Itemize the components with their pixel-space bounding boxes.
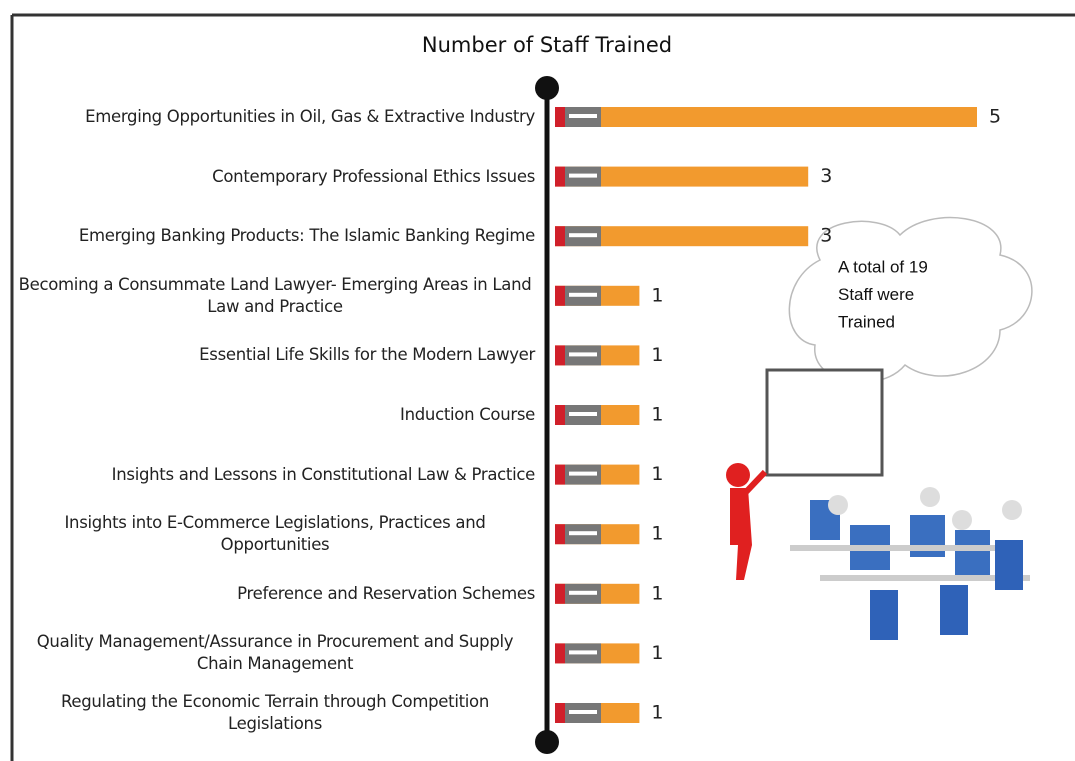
bar-tip	[555, 107, 565, 127]
category-label-box: Contemporary Professional Ethics Issues	[15, 166, 535, 188]
category-label: Quality Management/Assurance in Procurem…	[36, 632, 514, 674]
category-label-box: Regulating the Economic Terrain through …	[15, 691, 535, 735]
category-label-box: Emerging Banking Products: The Islamic B…	[15, 225, 535, 247]
bar-tip	[555, 226, 565, 247]
category-label-box: Quality Management/Assurance in Procurem…	[15, 631, 535, 675]
bar-tip	[555, 345, 565, 366]
category-label: Emerging Banking Products: The Islamic B…	[78, 226, 535, 246]
data-label: 3	[820, 225, 832, 247]
category-label: Becoming a Consummate Land Lawyer- Emerg…	[18, 274, 532, 316]
bar-band-stripe	[569, 173, 597, 178]
chart-title: Number of Staff Trained	[422, 33, 672, 57]
category-label-box: Preference and Reservation Schemes	[15, 583, 535, 605]
bar-band-stripe	[569, 412, 597, 416]
category-label: Preference and Reservation Schemes	[237, 583, 535, 603]
annotation: Staff were	[838, 285, 914, 304]
category-label-box: Becoming a Consummate Land Lawyer- Emerg…	[15, 274, 535, 318]
category-label: Emerging Opportunities in Oil, Gas & Ext…	[85, 107, 535, 126]
data-label: 1	[651, 642, 663, 664]
category-label-box: Essential Life Skills for the Modern Law…	[15, 344, 535, 366]
category-label-box: Emerging Opportunities in Oil, Gas & Ext…	[15, 106, 535, 128]
bar-tip	[555, 166, 565, 187]
data-label: 1	[651, 404, 663, 426]
data-label: 1	[651, 463, 663, 485]
category-label-box: Insights and Lessons in Constitutional L…	[15, 464, 536, 486]
category-label: Essential Life Skills for the Modern Law…	[199, 345, 535, 365]
bar-band-stripe	[569, 233, 597, 238]
bar-tip	[555, 285, 565, 306]
bar-band-stripe	[569, 352, 597, 357]
data-label: 1	[651, 523, 663, 545]
annotation: A total of 19	[838, 257, 928, 276]
category-label: Insights and Lessons in Constitutional L…	[111, 464, 536, 484]
data-label: 1	[651, 344, 663, 366]
classroom-illustration	[726, 368, 1030, 640]
bar-tip	[555, 703, 565, 723]
axis-cap	[535, 76, 559, 100]
bar-tip	[555, 583, 565, 604]
annotation: Trained	[838, 312, 895, 331]
bar-band-stripe	[569, 471, 597, 476]
bar-tip	[555, 464, 565, 485]
bar	[555, 226, 809, 247]
data-label: 1	[651, 702, 663, 724]
bar	[555, 166, 809, 187]
data-label: 1	[651, 582, 663, 604]
bar-tip	[555, 524, 565, 545]
data-label: 1	[651, 284, 663, 306]
bar-band-stripe	[569, 710, 597, 714]
bar-tip	[555, 643, 565, 664]
category-label: Induction Course	[400, 405, 535, 424]
bar-band-stripe	[569, 650, 597, 655]
data-label: 3	[820, 165, 832, 187]
data-label: 5	[989, 106, 1001, 128]
bar	[555, 107, 977, 127]
category-label-box: Induction Course	[15, 404, 535, 426]
category-label: Insights into E-Commerce Legislations, P…	[64, 513, 486, 555]
bar-band-stripe	[569, 531, 597, 536]
category-label: Regulating the Economic Terrain through …	[60, 692, 490, 733]
category-label-box: Insights into E-Commerce Legislations, P…	[15, 512, 535, 556]
bar-band-stripe	[569, 114, 597, 118]
bar-tip	[555, 405, 565, 425]
category-label: Contemporary Professional Ethics Issues	[212, 166, 535, 186]
bar-band-stripe	[569, 590, 597, 595]
axis-cap	[535, 730, 559, 754]
bar-band-stripe	[569, 292, 597, 297]
